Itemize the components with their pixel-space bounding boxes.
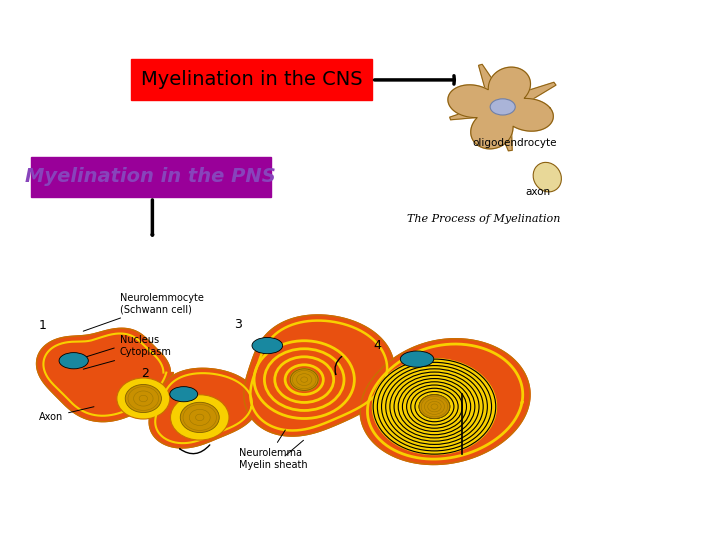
- Circle shape: [290, 369, 318, 390]
- Text: The Process of Myelination: The Process of Myelination: [407, 214, 560, 224]
- Text: Myelination in the CNS: Myelination in the CNS: [141, 70, 362, 89]
- Polygon shape: [512, 110, 544, 128]
- Text: 2: 2: [142, 367, 149, 380]
- Text: Myelination in the PNS: Myelination in the PNS: [25, 167, 276, 186]
- Circle shape: [117, 378, 170, 419]
- Text: 4: 4: [374, 339, 382, 352]
- Ellipse shape: [490, 99, 516, 115]
- Circle shape: [125, 384, 161, 413]
- Polygon shape: [360, 339, 530, 464]
- Ellipse shape: [252, 338, 283, 354]
- FancyBboxPatch shape: [132, 59, 372, 100]
- Polygon shape: [37, 328, 174, 422]
- Ellipse shape: [170, 387, 198, 402]
- Circle shape: [419, 395, 450, 418]
- Circle shape: [171, 395, 229, 440]
- Text: axon: axon: [525, 187, 550, 197]
- Polygon shape: [496, 120, 512, 151]
- Text: 1: 1: [39, 319, 47, 332]
- Polygon shape: [479, 64, 502, 97]
- Ellipse shape: [59, 353, 89, 369]
- Ellipse shape: [534, 163, 562, 192]
- Text: Neurolemma: Neurolemma: [240, 430, 302, 457]
- Circle shape: [180, 402, 220, 433]
- Circle shape: [372, 358, 497, 455]
- Polygon shape: [511, 82, 556, 107]
- Text: Axon: Axon: [39, 407, 94, 422]
- Polygon shape: [448, 67, 553, 149]
- Ellipse shape: [400, 351, 433, 367]
- Text: oligodendrocyte: oligodendrocyte: [473, 138, 557, 148]
- Polygon shape: [450, 106, 485, 120]
- Text: 3: 3: [234, 318, 242, 330]
- Text: Nucleus: Nucleus: [76, 335, 159, 360]
- Polygon shape: [244, 315, 394, 436]
- Polygon shape: [149, 368, 258, 448]
- Text: Cytoplasm: Cytoplasm: [84, 347, 171, 369]
- Text: Neurolemmocyte
(Schwann cell): Neurolemmocyte (Schwann cell): [84, 293, 204, 331]
- Text: Myelin sheath: Myelin sheath: [240, 440, 308, 470]
- FancyBboxPatch shape: [30, 157, 271, 197]
